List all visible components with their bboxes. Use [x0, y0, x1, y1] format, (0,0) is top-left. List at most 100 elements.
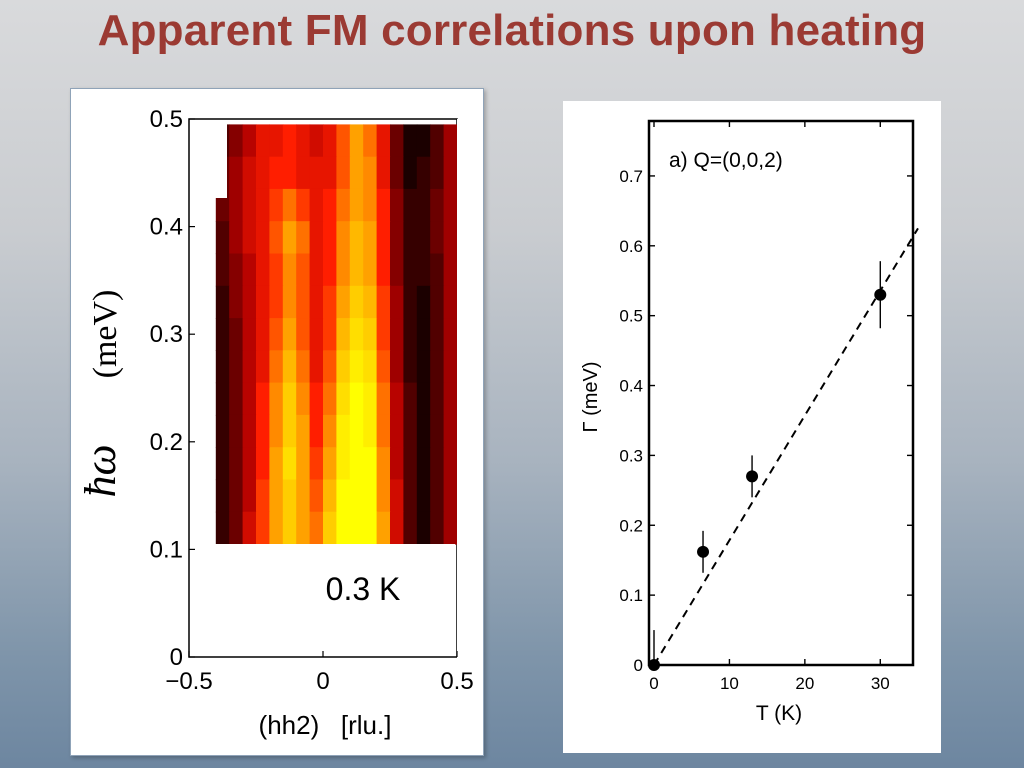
- heatmap-cell: [443, 318, 458, 351]
- heatmap-cell: [269, 414, 284, 448]
- heatmap-cell: [336, 156, 351, 190]
- heatmap-cell: [269, 447, 284, 481]
- heatmap-cell: [282, 511, 297, 545]
- heatmap-cell: [296, 253, 311, 287]
- heatmap-cell: [296, 124, 311, 158]
- heatmap-cell: [229, 447, 244, 481]
- heatmap-cell: [403, 188, 418, 222]
- heatmap-cell: [215, 285, 230, 319]
- heatmap-ytick-label: 0.5: [150, 106, 183, 133]
- heatmap-cell: [309, 382, 324, 416]
- heatmap-cell: [256, 285, 270, 319]
- heatmap-cell: [349, 511, 364, 545]
- heatmap-cell: [296, 188, 311, 222]
- heatmap-cell: [256, 479, 270, 513]
- data-point: [648, 659, 660, 671]
- heatmap-cell: [256, 350, 270, 384]
- heatmap-cell: [403, 447, 418, 481]
- heatmap-cell: [349, 188, 364, 222]
- heatmap-cell: [403, 318, 418, 351]
- heatmap-cell: [430, 414, 445, 448]
- scatter-ytick-label: 0: [634, 656, 643, 675]
- heatmap-cell: [309, 156, 324, 190]
- heatmap-cell: [323, 124, 337, 158]
- heatmap-cell: [403, 479, 418, 513]
- heatmap-cell: [323, 511, 337, 545]
- heatmap-cell: [403, 124, 418, 158]
- heatmap-cell: [323, 382, 337, 416]
- heatmap-blank-bottom: [191, 544, 455, 656]
- heatmap-cell: [296, 285, 311, 319]
- heatmap-cell: [242, 188, 257, 222]
- heatmap-cell: [376, 382, 391, 416]
- heatmap-cell: [309, 350, 324, 384]
- scatter-xtick-label: 20: [795, 674, 814, 693]
- heatmap-cell: [430, 447, 445, 481]
- heatmap-cell: [242, 124, 257, 158]
- heatmap-xtick-label: −0.5: [165, 668, 212, 695]
- heatmap-cell: [336, 318, 351, 351]
- heatmap-cell: [269, 221, 284, 255]
- heatmap-cell: [443, 221, 458, 255]
- heatmap-cell: [416, 221, 431, 255]
- heatmap-cell: [430, 253, 445, 287]
- heatmap-cell: [256, 124, 270, 158]
- heatmap-cell: [282, 124, 297, 158]
- heatmap-cell: [323, 285, 337, 319]
- heatmap-cell: [242, 318, 257, 351]
- heatmap-cell: [363, 253, 378, 287]
- heatmap-cell: [430, 511, 445, 545]
- heatmap-cell: [242, 382, 257, 416]
- heatmap-cell: [215, 414, 230, 448]
- heatmap-cell: [296, 414, 311, 448]
- heatmap-cell: [282, 253, 297, 287]
- heatmap-cell: [229, 382, 244, 416]
- heatmap-cell: [269, 350, 284, 384]
- heatmap-cell: [376, 221, 391, 255]
- heatmap-cell: [309, 188, 324, 222]
- heatmap-cell: [336, 350, 351, 384]
- heatmap-cell: [256, 414, 270, 448]
- heatmap-cell: [242, 285, 257, 319]
- heatmap-cell: [296, 447, 311, 481]
- heatmap-cell: [323, 253, 337, 287]
- heatmap-cell: [443, 350, 458, 384]
- heatmap-cell: [282, 382, 297, 416]
- heatmap-cell: [323, 447, 337, 481]
- heatmap-cell: [309, 285, 324, 319]
- heatmap-cell: [229, 124, 244, 158]
- heatmap-cell: [282, 285, 297, 319]
- heatmap-cell: [282, 350, 297, 384]
- heatmap-cell: [349, 318, 364, 351]
- heatmap-cell: [309, 253, 324, 287]
- heatmap-cell: [336, 124, 351, 158]
- heatmap-cell: [363, 285, 378, 319]
- heatmap-cell: [376, 156, 391, 190]
- heatmap-cell: [416, 253, 431, 287]
- scatter-xtick-label: 10: [720, 674, 739, 693]
- heatmap-cell: [215, 221, 230, 255]
- heatmap-cell: [376, 253, 391, 287]
- heatmap-cell: [390, 253, 404, 287]
- heatmap-cell: [443, 156, 458, 190]
- scatter-ytick-label: 0.1: [619, 586, 643, 605]
- heatmap-cell: [269, 318, 284, 351]
- heatmap-cell: [242, 414, 257, 448]
- heatmap-cell: [443, 414, 458, 448]
- heatmap-cell: [215, 511, 230, 545]
- heatmap-cell: [256, 156, 270, 190]
- heatmap-cell: [229, 479, 244, 513]
- heatmap-cell: [390, 285, 404, 319]
- heatmap-cell: [215, 318, 230, 351]
- heatmap-cell: [323, 188, 337, 222]
- heatmap-cell: [323, 479, 337, 513]
- heatmap-cell: [242, 221, 257, 255]
- heatmap-cell: [336, 188, 351, 222]
- heatmap-cell: [376, 350, 391, 384]
- heatmap-cell: [376, 447, 391, 481]
- scatter-title: a) Q=(0,0,2): [669, 149, 783, 172]
- heatmap-cell: [309, 124, 324, 158]
- heatmap-cell: [403, 285, 418, 319]
- heatmap-cell: [416, 382, 431, 416]
- heatmap-cell: [430, 124, 445, 158]
